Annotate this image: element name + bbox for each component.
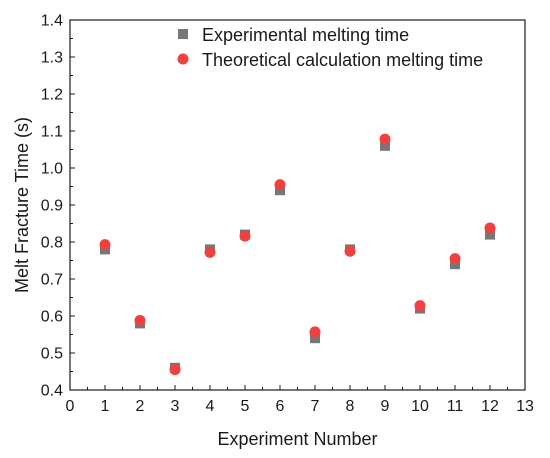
plot-frame xyxy=(69,19,526,391)
theoretical-point xyxy=(414,300,426,312)
theoretical-point xyxy=(204,246,216,258)
y-tick-label: 0.8 xyxy=(41,235,63,252)
ticks xyxy=(69,19,526,391)
theoretical-point xyxy=(274,179,286,191)
theoretical-point xyxy=(169,364,181,376)
experimental-point xyxy=(275,185,285,196)
legend-label-theoretical: Theoretical calculation melting time xyxy=(202,50,483,70)
x-axis-title: Experiment Number xyxy=(217,429,377,449)
y-tick-label: 0.5 xyxy=(41,346,63,363)
y-tick-label: 1.1 xyxy=(41,124,63,141)
experimental-point xyxy=(485,229,495,240)
theoretical-point xyxy=(379,133,391,145)
theoretical-point xyxy=(99,239,111,251)
tick-labels: 0 1 2 3 4 5 6 7 8 9 10 11 12 130.40.50.60.70.80.91.01… xyxy=(41,13,534,416)
x-tick-label: 7 xyxy=(311,398,320,415)
legend-label-experimental: Experimental melting time xyxy=(202,25,409,45)
x-tick-label: 1 xyxy=(101,398,110,415)
y-tick-label: 1.0 xyxy=(41,161,63,178)
x-tick-label: 5 xyxy=(241,398,250,415)
legend: Experimental melting time Theoretical ca… xyxy=(177,25,483,70)
y-tick-label: 0.6 xyxy=(41,309,63,326)
theoretical-point xyxy=(344,245,356,257)
y-tick-label: 1.2 xyxy=(41,87,63,104)
legend-marker-experimental xyxy=(178,29,188,39)
theoretical-point xyxy=(449,253,461,265)
y-tick-label: 1.4 xyxy=(41,13,63,30)
x-tick-label: 9 xyxy=(381,398,390,415)
x-tick-label: 0 xyxy=(66,398,75,415)
y-tick-label: 0.7 xyxy=(41,272,63,289)
x-tick-label: 2 xyxy=(136,398,145,415)
experimental-point xyxy=(380,140,390,151)
x-tick-label: 10 xyxy=(411,398,429,415)
y-tick-label: 0.4 xyxy=(41,383,63,400)
experimental-point xyxy=(310,333,320,344)
x-tick-label: 4 xyxy=(206,398,215,415)
x-tick-label: 13 xyxy=(516,398,534,415)
x-tick-label: 11 xyxy=(447,398,464,415)
theoretical-point xyxy=(309,326,321,338)
x-tick-label: 3 xyxy=(171,398,180,415)
theoretical-point xyxy=(134,314,146,326)
experimental-point xyxy=(450,259,460,270)
y-tick-label: 0.9 xyxy=(41,198,63,215)
y-axis-title: Melt Fracture Time (s) xyxy=(12,117,32,293)
theoretical-point xyxy=(239,230,251,242)
x-tick-label: 8 xyxy=(346,398,355,415)
legend-marker-theoretical xyxy=(177,53,189,65)
x-tick-label: 12 xyxy=(481,398,499,415)
theoretical-point xyxy=(484,222,496,234)
data-points xyxy=(99,133,496,376)
x-tick-label: 6 xyxy=(276,398,285,415)
y-tick-label: 1.3 xyxy=(41,50,63,67)
